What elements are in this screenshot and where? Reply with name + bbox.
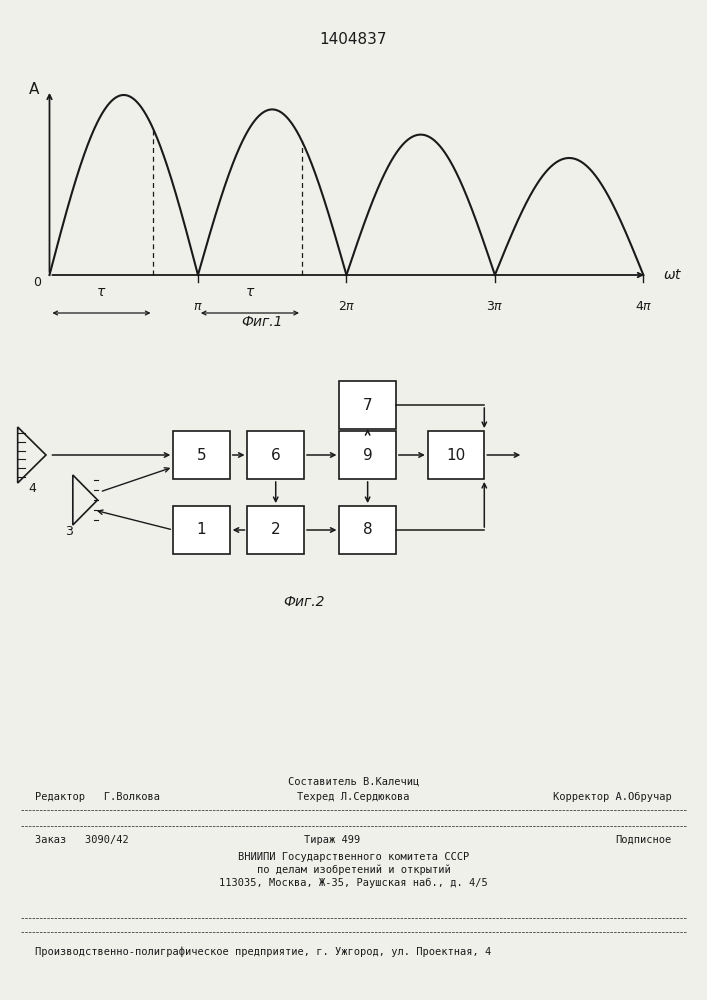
Bar — [339, 381, 396, 429]
Text: 3: 3 — [65, 525, 74, 538]
Bar — [339, 431, 396, 479]
Bar — [173, 506, 230, 554]
Text: 0: 0 — [33, 276, 41, 290]
Text: $\pi$: $\pi$ — [193, 300, 203, 313]
Text: Подписное: Подписное — [615, 835, 672, 845]
Text: 6: 6 — [271, 448, 281, 462]
Text: Редактор   Г.Волкова: Редактор Г.Волкова — [35, 792, 160, 802]
Text: 9: 9 — [363, 448, 373, 462]
Text: A: A — [29, 83, 39, 98]
Text: Корректор А.Обручар: Корректор А.Обручар — [553, 792, 672, 802]
Text: 10: 10 — [446, 448, 466, 462]
Text: $4\pi$: $4\pi$ — [635, 300, 652, 313]
Text: $\tau$: $\tau$ — [245, 285, 255, 299]
Bar — [247, 431, 304, 479]
Text: Тираж 499: Тираж 499 — [304, 835, 361, 845]
Text: 8: 8 — [363, 522, 373, 538]
Text: 7: 7 — [363, 397, 373, 412]
Text: $\omega t$: $\omega t$ — [663, 268, 683, 282]
Bar — [428, 431, 484, 479]
Text: $2\pi$: $2\pi$ — [338, 300, 355, 313]
Text: 2: 2 — [271, 522, 281, 538]
Bar — [173, 431, 230, 479]
Text: $3\pi$: $3\pi$ — [486, 300, 503, 313]
Text: Составитель В.Калечиц: Составитель В.Калечиц — [288, 777, 419, 787]
Text: ВНИИПИ Государственного комитета СССР: ВНИИПИ Государственного комитета СССР — [238, 852, 469, 862]
Bar — [247, 506, 304, 554]
Text: 113035, Москва, Ж-35, Раушская наб., д. 4/5: 113035, Москва, Ж-35, Раушская наб., д. … — [219, 878, 488, 888]
Text: 1: 1 — [197, 522, 206, 538]
Text: 5: 5 — [197, 448, 206, 462]
Text: 4: 4 — [28, 482, 36, 495]
Text: 1404837: 1404837 — [320, 32, 387, 47]
Text: $\tau$: $\tau$ — [96, 285, 107, 299]
Text: Заказ   3090/42: Заказ 3090/42 — [35, 835, 129, 845]
Text: по делам изобретений и открытий: по делам изобретений и открытий — [257, 865, 450, 875]
Text: Техред Л.Сердюкова: Техред Л.Сердюкова — [297, 792, 410, 802]
Bar — [339, 506, 396, 554]
Text: Производственно-полиграфическое предприятие, г. Ужгород, ул. Проектная, 4: Производственно-полиграфическое предприя… — [35, 947, 491, 957]
Text: Фиг.2: Фиг.2 — [284, 595, 325, 609]
Text: Фиг.1: Фиг.1 — [241, 315, 282, 329]
